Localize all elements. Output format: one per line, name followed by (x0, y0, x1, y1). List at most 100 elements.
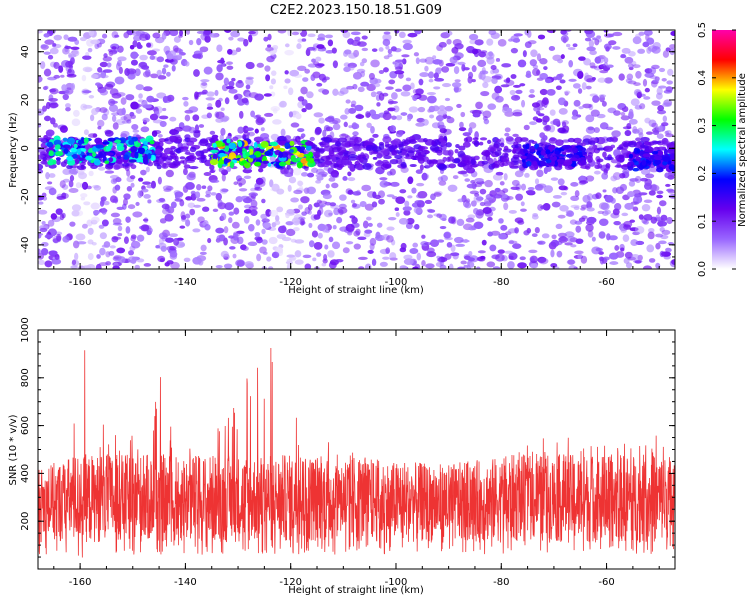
spectrogram-cell (369, 237, 377, 246)
spectrogram-cell (209, 130, 216, 135)
spectrogram-cell (439, 225, 447, 230)
spectrogram-cell (172, 45, 179, 53)
spectrogram-cell (370, 59, 380, 68)
spectrogram-cell (487, 103, 497, 110)
colorbar-tick-label: 0.0 (697, 261, 708, 277)
spectrogram-cell (438, 180, 447, 186)
spectrogram-cell (591, 236, 596, 242)
spectrogram-cell (548, 124, 556, 133)
spectrogram-cell (243, 38, 249, 47)
spectrogram-cell (448, 263, 454, 269)
spectrogram-cell (449, 56, 458, 64)
spectrogram-echo-cell (55, 151, 64, 157)
spectrogram-cell (356, 155, 361, 161)
spectrogram-cell (206, 106, 214, 110)
spectrogram-echo-cell (572, 147, 578, 154)
spectrogram-cell (462, 141, 471, 148)
spectrogram-cell (492, 194, 503, 199)
spectrogram-cell (392, 138, 401, 145)
spectrogram-cell (226, 61, 234, 65)
spectrogram-cell (504, 250, 514, 254)
spectrogram-cell (665, 86, 674, 92)
spectrogram-cell (120, 130, 130, 138)
spectrogram-cell (387, 53, 393, 58)
spectrogram-cell (428, 71, 434, 79)
spectrogram-cell (444, 97, 451, 102)
spectrogram-cell (221, 84, 229, 92)
spectrogram-cell (574, 190, 580, 197)
spectrogram-cell (277, 225, 287, 234)
spectrogram-cell (379, 177, 388, 181)
spectrogram-cell (499, 181, 505, 186)
spectrogram-echo-cell (628, 153, 634, 159)
spectrogram-cell (97, 125, 102, 130)
spectrogram-echo-cell (105, 145, 111, 152)
spectrogram-cell (610, 144, 616, 149)
spectrogram-cell (113, 164, 121, 170)
spectrogram-cell (67, 68, 72, 73)
spectrogram-cell (387, 48, 393, 55)
spectrogram-cell (120, 97, 127, 105)
spectrogram-cell (582, 103, 592, 109)
spectrogram-cell (199, 251, 207, 255)
spectrogram-cell (300, 86, 308, 95)
spectrogram-cell (482, 75, 493, 83)
spectrogram-cell (277, 30, 287, 34)
spectrogram-cell (285, 228, 296, 237)
spectrogram-cell (347, 177, 356, 182)
spectrogram-cell (331, 156, 337, 163)
spectrogram-cell (149, 55, 156, 60)
spectrogram-cell (297, 128, 305, 133)
spectrogram-cell (69, 168, 79, 175)
spectrogram-cell (108, 98, 116, 106)
spectrogram-cell (62, 178, 71, 183)
spectrogram-cell (318, 147, 325, 154)
spectrogram-cell (581, 215, 588, 220)
spectrogram-cell (579, 180, 589, 184)
spectrogram-cell (38, 195, 45, 201)
spectrogram-cell (606, 64, 614, 68)
spectrogram-cell (330, 170, 339, 178)
spectrogram-echo-cell (134, 151, 139, 159)
spectrogram-cell (121, 120, 129, 124)
spectrogram-cell (217, 59, 226, 64)
spectrogram-cell (599, 64, 607, 69)
spectrogram-cell (74, 252, 79, 261)
spectrogram-cell (43, 33, 50, 38)
spectrogram-cell (419, 72, 430, 78)
spectrogram-cell (304, 68, 311, 74)
spectrogram-cell (404, 145, 413, 151)
spectrogram-cell (114, 76, 125, 85)
spectrogram-cell (656, 133, 664, 139)
spectrogram-cell (263, 93, 272, 97)
spectrogram-cell (315, 56, 322, 62)
spectrogram-cell (140, 224, 150, 232)
spectrogram-cell (415, 194, 424, 199)
spectrogram-cell (161, 156, 166, 161)
spectrogram-cell (144, 69, 151, 77)
spectrogram-cell (395, 212, 400, 217)
spectrogram-cell (304, 206, 311, 215)
spectrogram-cell (56, 195, 67, 200)
spectrogram-cell (209, 164, 215, 171)
spectrogram-cell (353, 230, 360, 237)
spectrogram-cell (628, 180, 636, 187)
spectrogram-cell (182, 96, 189, 101)
spectrogram-cell (357, 256, 368, 260)
spectrogram-cell (194, 91, 199, 99)
colorbar: 0.00.10.20.30.40.5 Normalized spectral a… (697, 22, 748, 277)
spectrogram-cell (307, 33, 316, 38)
spectrogram-cell (54, 253, 60, 260)
spectrogram-cell (531, 233, 538, 238)
spectrogram-cell (592, 37, 597, 41)
spectrogram-cell (212, 208, 219, 213)
spectrogram-cell (585, 223, 594, 232)
spectrogram-cell (287, 184, 292, 192)
spectrogram-echo-cell (143, 159, 149, 165)
spectrogram-cell (665, 133, 674, 138)
colorbar-label: Normalized spectral amplitude (737, 73, 748, 227)
y-tick-label: -40 (20, 237, 31, 253)
spectrogram-cell (323, 145, 334, 152)
spectrogram-cell (288, 111, 294, 118)
y-tick-label: 600 (20, 416, 31, 435)
